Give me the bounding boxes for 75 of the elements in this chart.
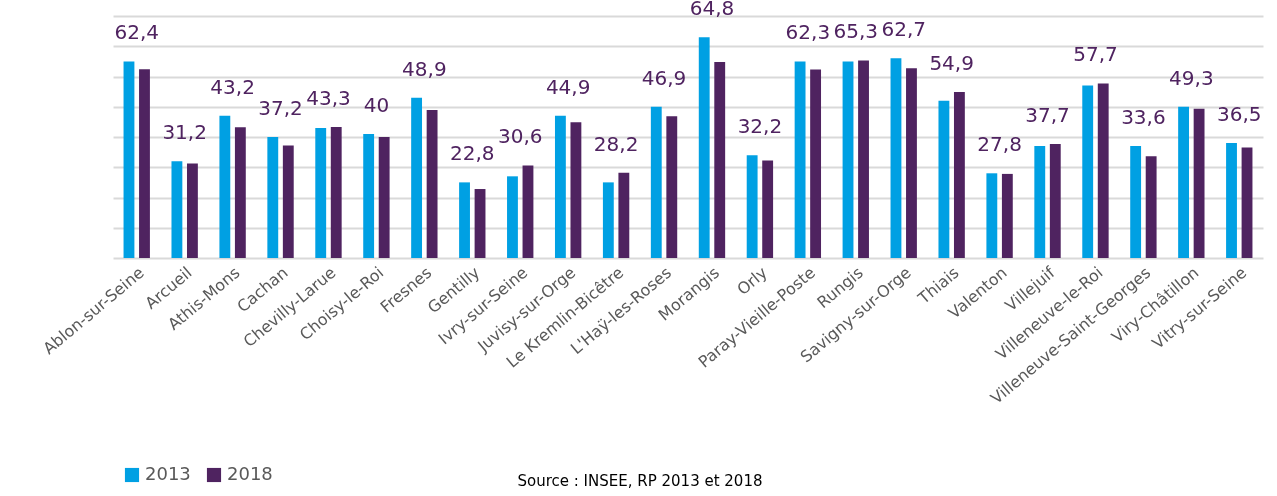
data-label: 65,3 (833, 19, 879, 44)
bar (315, 127, 327, 258)
bar (139, 69, 150, 258)
bar (1049, 143, 1061, 258)
bar (698, 37, 710, 258)
data-label: 62,3 (785, 20, 831, 45)
data-label: 43,2 (210, 74, 255, 99)
bar (602, 182, 614, 258)
data-label: 28,2 (593, 131, 639, 156)
bar (330, 127, 342, 258)
bar (378, 137, 390, 258)
data-label: 57,7 (1073, 42, 1118, 67)
bar (714, 61, 726, 258)
bar (123, 61, 135, 258)
bar (666, 116, 678, 258)
legend-label: 2018 (227, 463, 273, 484)
bar (1034, 146, 1046, 258)
data-label: 44,9 (545, 74, 591, 99)
bar (1130, 146, 1142, 258)
bar (1001, 173, 1013, 258)
bar (411, 97, 423, 258)
bar (363, 133, 375, 258)
bar (938, 100, 950, 258)
data-label: 22,8 (450, 141, 495, 166)
bar (953, 91, 965, 258)
bar (282, 145, 294, 258)
bar (762, 160, 774, 258)
bar (554, 115, 566, 258)
bar (890, 58, 902, 258)
bar (810, 69, 822, 258)
legend-label: 2013 (145, 463, 191, 484)
bar (1193, 108, 1205, 258)
bar (474, 189, 486, 258)
data-label: 40 (363, 92, 390, 117)
bar (1082, 85, 1094, 258)
bar (842, 61, 854, 258)
data-label: 27,8 (977, 132, 1022, 157)
bar (171, 161, 183, 258)
data-label: 31,2 (162, 120, 207, 145)
data-label: 49,3 (1169, 65, 1214, 90)
bar (650, 106, 662, 258)
bar (507, 176, 518, 258)
data-label: 64,8 (689, 0, 735, 21)
bar (906, 68, 917, 258)
data-label: 43,3 (306, 86, 351, 111)
bar (1241, 147, 1253, 258)
bar (186, 163, 198, 258)
bar (1226, 143, 1237, 258)
data-label: 30,6 (497, 124, 543, 149)
bar (459, 182, 470, 258)
bar (1097, 83, 1109, 258)
bar (570, 122, 582, 258)
bar (1178, 106, 1190, 258)
data-label: 62,4 (114, 20, 159, 45)
bar (426, 110, 438, 258)
bar (618, 172, 630, 258)
bar (234, 127, 246, 258)
data-label: 37,2 (258, 96, 303, 120)
bar (522, 165, 534, 258)
data-label: 54,9 (929, 50, 974, 75)
bar (219, 115, 231, 258)
data-label: 62,7 (881, 17, 926, 42)
data-label: 37,7 (1025, 102, 1070, 127)
bar (1145, 156, 1157, 258)
data-label: 48,9 (402, 56, 447, 81)
bar (794, 61, 806, 258)
source-note: Source : INSEE, RP 2013 et 2018 (516, 472, 764, 490)
bar (858, 60, 869, 258)
bar (267, 137, 279, 258)
data-label: 46,9 (641, 65, 687, 90)
data-label: 36,5 (1217, 102, 1262, 127)
bar (986, 173, 998, 258)
data-label: 33,6 (1121, 105, 1166, 130)
data-label: 32,2 (737, 114, 783, 139)
bar (746, 155, 758, 258)
